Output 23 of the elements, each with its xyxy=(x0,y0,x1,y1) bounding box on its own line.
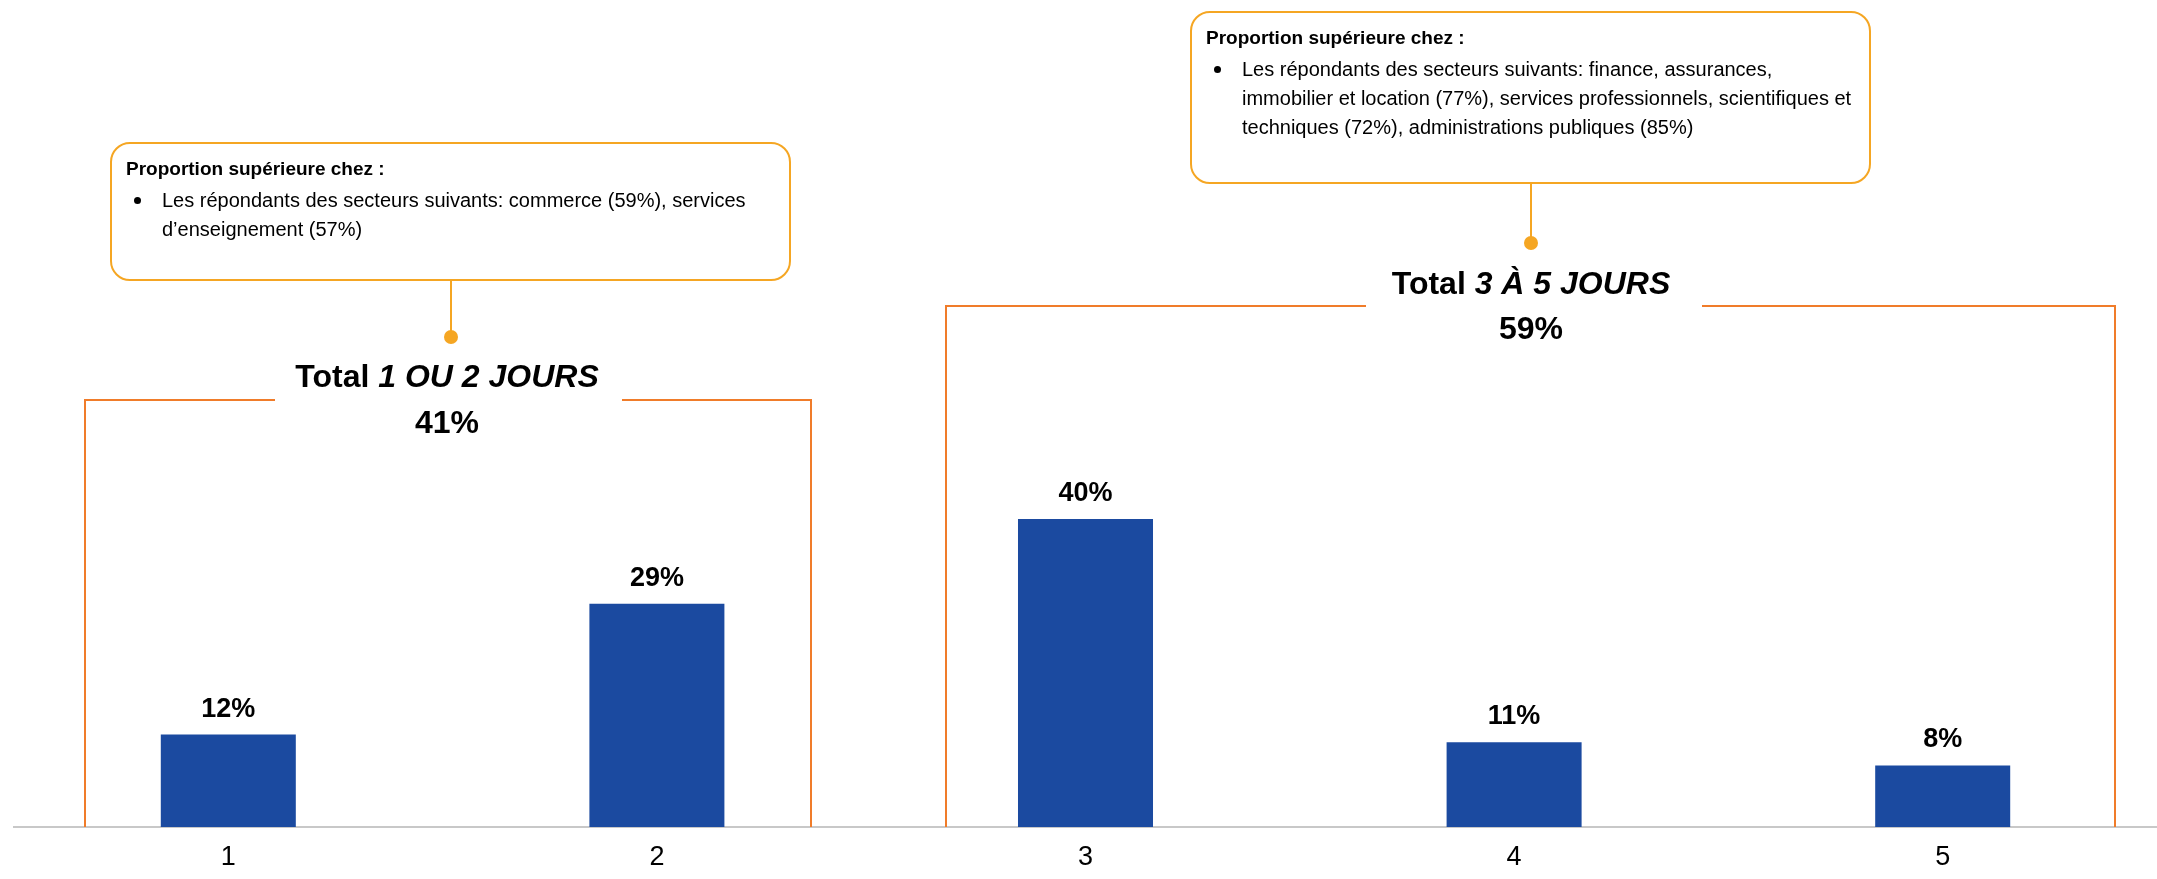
x-tick-label: 3 xyxy=(1077,840,1094,871)
bar xyxy=(160,734,296,827)
data-label: 29% xyxy=(629,561,684,592)
text: Proportion supérieure chez : xyxy=(1206,27,1466,49)
bar xyxy=(1446,742,1582,827)
data-label: 8% xyxy=(1923,723,1963,754)
text: Total 1 OU 2 JOURS xyxy=(295,358,599,394)
bar xyxy=(589,603,725,827)
text: Les répondants des secteurs suivants: commerce (59%), services d’enseignement (57%) xyxy=(162,188,747,242)
text: Proportion supérieure chez : xyxy=(126,158,386,180)
data-label: 40% xyxy=(1058,476,1113,507)
x-tick-label: 5 xyxy=(1935,840,1951,871)
text: 59% xyxy=(1497,310,1564,347)
data-label: 12% xyxy=(201,692,256,723)
text: 41% xyxy=(413,404,480,441)
text: Total 3 À 5 JOURS xyxy=(1391,265,1671,301)
text: Les répondants des secteurs suivants: finance, assurances, immobilier et location (77%), services professionnels, scientifiques et techniques (72%), administrations publiques (85%) xyxy=(1242,57,1853,140)
x-tick-label: 2 xyxy=(649,840,665,871)
bar xyxy=(1018,519,1154,827)
bar xyxy=(1875,765,2011,827)
data-label: 11% xyxy=(1487,700,1541,731)
x-tick-label: 1 xyxy=(220,840,236,871)
x-tick-label: 4 xyxy=(1506,840,1522,871)
